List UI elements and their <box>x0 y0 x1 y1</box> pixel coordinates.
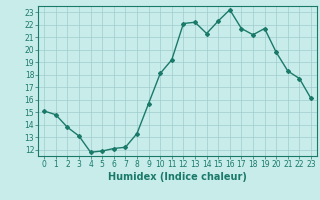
X-axis label: Humidex (Indice chaleur): Humidex (Indice chaleur) <box>108 172 247 182</box>
